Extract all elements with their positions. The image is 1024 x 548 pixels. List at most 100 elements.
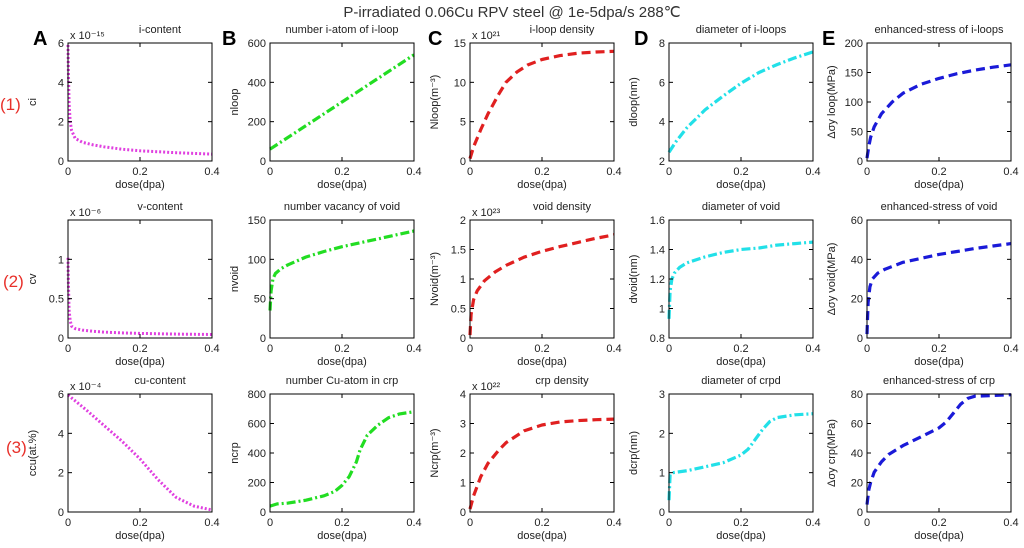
panel-r2-c3-ytick-label: 1.5: [451, 245, 466, 257]
panel-r1-c2: 0 200 400 600 0 0.2 0.4 dose(dpa) nloop number i-…: [229, 24, 422, 191]
panel-r1-c1-ytick-label: 6: [58, 38, 64, 50]
panel-r3-c1-ytick-label: 4: [58, 428, 64, 440]
panel-r2-c5-xlabel: dose(dpa): [914, 356, 964, 368]
panel-r1-c4-ytick-label: 4: [659, 117, 665, 129]
panel-r3-c3-ytick-label: 0: [460, 507, 466, 519]
panel-r1-c1-ytick-label: 4: [58, 77, 64, 89]
panel-r2-c5-xtick-label: 0: [864, 343, 870, 355]
panel-r3-c5-ytick-label: 40: [851, 448, 863, 460]
panel-r2-c4-title: diameter of void: [702, 201, 780, 213]
panel-r1-c1: 0 2 4 6 0 0.2 0.4 dose(dpa) ci x 10⁻¹⁵ i-content: [27, 24, 220, 191]
panel-r2-c4: 0.8 1 1.2 1.4 1.6 0 0.2 0.4 dose(dpa) dvoid(nm) di…: [628, 201, 821, 368]
panel-r1-c5-ytick-label: 150: [845, 68, 863, 80]
panel-r1-c4-ytick-label: 6: [659, 77, 665, 89]
panel-r1-c4-xtick-label: 0.4: [805, 166, 820, 178]
row-label-3: (3): [6, 438, 27, 457]
panel-r1-c5-ytick-label: 100: [845, 97, 863, 109]
panel-r2-c4-series-line: [667, 240, 814, 319]
panel-r3-c2-series-line: [269, 410, 415, 508]
panel-r1-c3-title: i-loop density: [530, 24, 595, 36]
panel-r1-c5: 0 50 100 150 200 0 0.2 0.4 dose(dpa) Δσy loop(MPa…: [826, 24, 1019, 191]
panel-r2-c3-xlabel: dose(dpa): [517, 356, 567, 368]
panel-r2-c3-ytick-label: 2: [460, 215, 466, 227]
panel-r1-c1-series-line: [66, 44, 213, 156]
panel-r3-c4: 0 1 2 3 0 0.2 0.4 dose(dpa) dcrp(nm) diameter of …: [628, 375, 821, 542]
panel-r2-c1-ytick-label: 0: [58, 333, 64, 345]
panel-r3-c3-title: crp density: [535, 375, 589, 387]
panel-r2-c1-ytick-label: 1: [58, 254, 64, 266]
panel-r2-c2-ytick-label: 150: [248, 215, 266, 227]
panel-r3-c2-xtick-label: 0.2: [334, 517, 349, 529]
panel-r1-c3-xtick-label: 0: [467, 166, 473, 178]
panel-r3-c4-xtick-label: 0.2: [733, 517, 748, 529]
panel-r2-c3-xtick-label: 0.4: [606, 343, 621, 355]
panel-r2-c1-ytick-label: 0.5: [49, 294, 64, 306]
panel-r2-c3-ylabel: Nvoid(m⁻³): [429, 252, 441, 306]
panel-r2-c5-title: enhanced-stress of void: [881, 201, 998, 213]
panel-r2-c3-series-line: [468, 233, 615, 336]
panel-r2-c4-xtick-label: 0: [666, 343, 672, 355]
panel-r3-c2-ytick-label: 0: [260, 507, 266, 519]
panel-r3-c1-ytick-label: 2: [58, 468, 64, 480]
panel-r2-c5-ytick-label: 0: [857, 333, 863, 345]
panel-r2-c1: 0 0.5 1 0 0.2 0.4 dose(dpa) cv x 10⁻⁶ v-content: [27, 201, 220, 368]
panel-r1-c3-ytick-label: 0: [460, 156, 466, 168]
panel-r3-c3-ylabel: Ncrp(m⁻³): [429, 428, 441, 477]
column-letter-c: C: [428, 28, 442, 50]
panel-r1-c5-ytick-label: 200: [845, 38, 863, 50]
panel-r2-c4-xlabel: dose(dpa): [716, 356, 766, 368]
panel-r3-c5-ytick-label: 20: [851, 478, 863, 490]
panel-r2-c2-xtick-label: 0: [267, 343, 273, 355]
panel-r3-c1-xlabel: dose(dpa): [115, 530, 165, 542]
panel-r3-c5-series-line: [865, 393, 1012, 505]
panel-r1-c2-ytick-label: 400: [248, 77, 266, 89]
panel-r3-c4-ytick-label: 2: [659, 428, 665, 440]
panel-r3-c5-ytick-label: 0: [857, 507, 863, 519]
panel-r3-c4-series-line: [667, 412, 814, 501]
panel-r3-c2-ylabel: ncrp: [229, 442, 241, 463]
panel-r1-c5-ylabel: Δσy loop(MPa): [826, 65, 838, 138]
panel-r2-c2-frame: [269, 219, 415, 339]
panel-r3-c5-xtick-label: 0.4: [1003, 517, 1018, 529]
panel-r1-c1-xlabel: dose(dpa): [115, 179, 165, 191]
panel-r1-c4-ytick-label: 2: [659, 156, 665, 168]
panel-r3-c2-title: number Cu-atom in crp: [286, 375, 399, 387]
panel-r2-c3-xtick-label: 0.2: [534, 343, 549, 355]
column-letter-e: E: [822, 28, 835, 50]
panel-r3-c1-axis-exponent: x 10⁻⁴: [70, 381, 102, 393]
panel-r1-c3-xlabel: dose(dpa): [517, 179, 567, 191]
panel-r1-c4-series-line: [667, 50, 814, 154]
panel-r3-c3: 0 1 2 3 4 0 0.2 0.4 dose(dpa) Ncrp(m⁻³) x 10²² crp …: [429, 375, 622, 542]
panel-r3-c5-xlabel: dose(dpa): [914, 530, 964, 542]
panel-r1-c3-series-line: [468, 49, 615, 160]
panel-r3-c4-ylabel: dcrp(nm): [628, 431, 640, 475]
panel-r1-c2-xtick-label: 0.4: [406, 166, 421, 178]
panel-r1-c1-xtick-label: 0.4: [204, 166, 219, 178]
panel-r3-c4-xtick-label: 0.4: [805, 517, 820, 529]
panel-r1-c5-xtick-label: 0.2: [931, 166, 946, 178]
panel-r2-c1-title: v-content: [137, 201, 182, 213]
panel-r3-c3-xtick-label: 0.2: [534, 517, 549, 529]
panel-r1-c5-frame: [866, 42, 1012, 162]
panel-r2-c4-ylabel: dvoid(nm): [628, 255, 640, 304]
panel-r3-c4-ytick-label: 1: [659, 468, 665, 480]
panel-r2-c2-ytick-label: 0: [260, 333, 266, 345]
panel-r2-c5-frame: [866, 219, 1012, 339]
panel-r1-c1-ytick-label: 0: [58, 156, 64, 168]
panel-r3-c1-xtick-label: 0.2: [132, 517, 147, 529]
panel-r1-c4-ytick-label: 8: [659, 38, 665, 50]
panel-r1-c1-title: i-content: [139, 24, 181, 36]
panel-r3-c2-ytick-label: 200: [248, 478, 266, 490]
panel-r3-c5-ytick-label: 80: [851, 389, 863, 401]
panel-r1-c3-ylabel: Nloop(m⁻³): [429, 75, 441, 130]
panel-r3-c2-ytick-label: 400: [248, 448, 266, 460]
panel-r1-c2-ytick-label: 200: [248, 117, 266, 129]
panel-r3-c3-frame: [469, 393, 615, 513]
panel-r2-c1-frame: [67, 219, 213, 339]
panel-r1-c4-xlabel: dose(dpa): [716, 179, 766, 191]
panel-r1-c3: 0 5 10 15 0 0.2 0.4 dose(dpa) Nloop(m⁻³) x 10²¹ i-…: [429, 24, 622, 191]
panel-r2-c4-ytick-label: 1.2: [650, 274, 665, 286]
panel-r1-c3-xtick-label: 0.2: [534, 166, 549, 178]
panel-r1-c5-title: enhanced-stress of i-loops: [874, 24, 1004, 36]
panel-r3-c2-frame: [269, 393, 415, 513]
